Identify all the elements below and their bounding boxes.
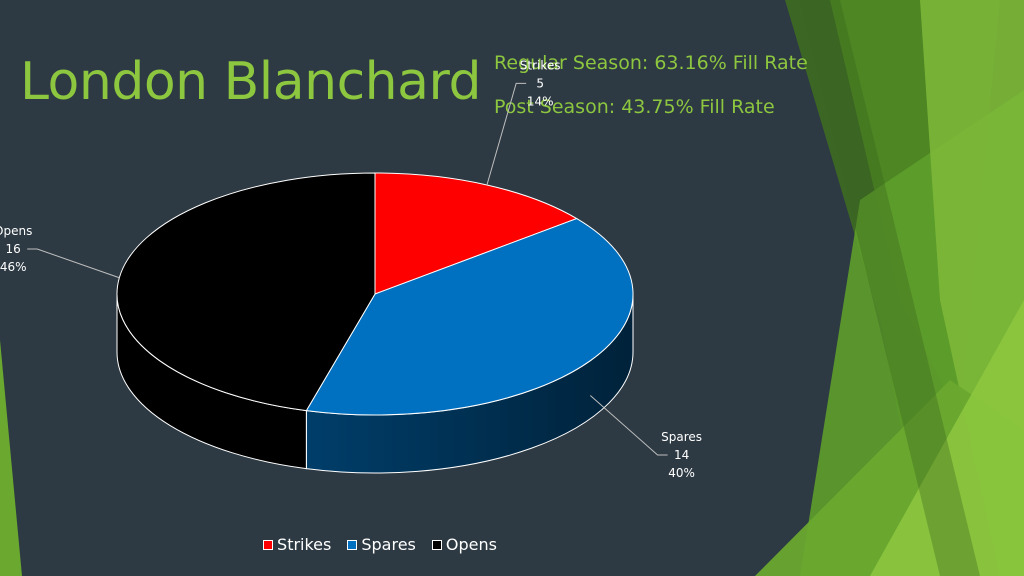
legend-item-spares: Spares (347, 535, 416, 554)
post-season-fill-rate: Post Season: 43.75% Fill Rate (494, 96, 775, 118)
leader-line-opens (27, 248, 120, 279)
data-label-category-opens: Opens (0, 224, 32, 238)
legend-swatch-opens (431, 539, 442, 550)
leader-line-strikes (486, 82, 527, 186)
legend-item-strikes: Strikes (263, 535, 331, 554)
data-label-value-opens: 16 (6, 242, 21, 256)
data-label-percent-spares: 40% (668, 466, 695, 480)
legend-label-strikes: Strikes (277, 535, 332, 554)
pie-slice-opens (116, 172, 376, 412)
pie-slice-spares (305, 218, 634, 416)
legend-swatch-strikes (263, 539, 274, 550)
data-label-value-strikes: 5 (536, 76, 544, 90)
data-label-category-spares: Spares (661, 430, 702, 444)
legend-item-opens: Opens (431, 535, 497, 554)
leader-line-spares (589, 395, 668, 456)
data-label-value-spares: 14 (674, 448, 689, 462)
data-label-percent-opens: 46% (0, 260, 27, 274)
regular-season-fill-rate: Regular Season: 63.16% Fill Rate (494, 52, 808, 74)
data-label-percent-strikes: 14% (527, 94, 554, 108)
chart-legend: Strikes Spares Opens (0, 535, 760, 554)
page-title: London Blanchard (20, 52, 481, 112)
data-label-category-strikes: Strikes (520, 58, 561, 72)
legend-label-opens: Opens (445, 535, 497, 554)
legend-swatch-spares (347, 539, 358, 550)
legend-label-spares: Spares (361, 535, 416, 554)
pie-chart: Strikes 5 14% Spares 14 40% Opens 16 46% (0, 58, 702, 480)
